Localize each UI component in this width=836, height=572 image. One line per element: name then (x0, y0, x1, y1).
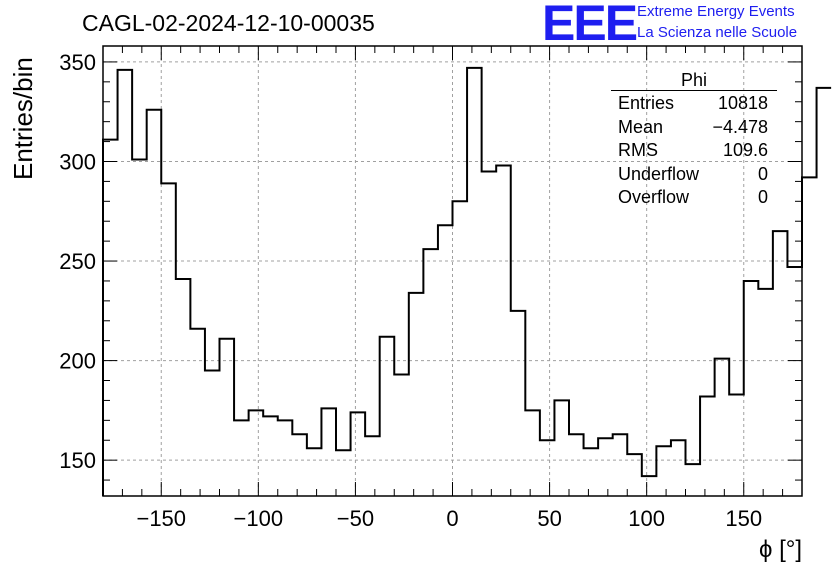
logo-line-2: La Scienza nelle Scuole (637, 24, 798, 41)
x-tick-label: −100 (234, 506, 284, 531)
stats-title: Phi (611, 70, 777, 91)
stats-label: RMS (618, 140, 658, 160)
y-tick-label: 200 (59, 349, 96, 374)
stats-label: Overflow (618, 187, 690, 207)
stats-box: Phi Entries 10818 Mean −4.478 RMS 109.6 … (611, 70, 777, 210)
eee-logo: EEE (542, 0, 638, 51)
stats-value: 10818 (717, 93, 768, 113)
stats-row-rms: RMS 109.6 (611, 139, 777, 163)
stats-value: 109.6 (722, 140, 768, 160)
x-tick-label: 100 (628, 506, 665, 531)
y-tick-label: 300 (59, 149, 96, 174)
stats-row-underflow: Underflow 0 (611, 163, 777, 187)
chart-title: CAGL-02-2024-12-10-00035 (82, 10, 375, 36)
x-tick-label: −50 (337, 506, 374, 531)
histogram-series (102, 66, 832, 496)
logo-line-1: Extreme Energy Events (637, 3, 795, 20)
stats-label: Entries (618, 93, 675, 113)
stats-row-overflow: Overflow 0 (611, 186, 777, 210)
stats-row-mean: Mean −4.478 (611, 116, 777, 140)
stats-value: 0 (757, 187, 768, 207)
stats-label: Mean (618, 116, 664, 137)
y-tick-label: 350 (59, 50, 96, 75)
y-tick-label: 150 (59, 448, 96, 473)
x-axis-label: ϕ [°] (758, 536, 802, 563)
x-tick-label: 150 (725, 506, 762, 531)
y-axis-label: Entries/bin (8, 57, 38, 180)
x-tick-label: −150 (136, 506, 186, 531)
stats-value: 0 (757, 163, 768, 184)
stats-label: Underflow (618, 163, 700, 184)
stats-row-entries: Entries 10818 (611, 92, 777, 116)
x-tick-label: 50 (537, 506, 561, 531)
x-tick-label: 0 (446, 506, 458, 531)
stats-value: −4.478 (712, 116, 768, 137)
y-tick-label: 250 (59, 249, 96, 274)
